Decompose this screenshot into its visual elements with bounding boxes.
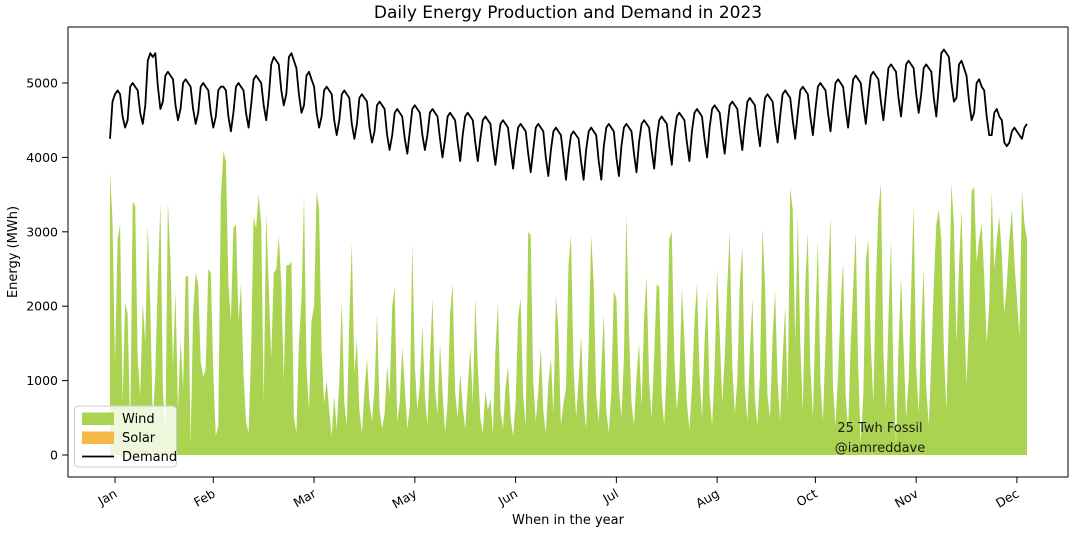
annotation-line1: 25 Twh Fossil: [837, 421, 922, 436]
x-tick-label: Mar: [291, 485, 320, 510]
annotation: 25 Twh Fossil @iamreddave: [835, 421, 925, 456]
series-line-demand: [109, 48, 1028, 181]
legend-solar-swatch: [82, 431, 114, 444]
annotation-line2: @iamreddave: [835, 441, 925, 456]
x-tick-label: Feb: [191, 486, 218, 510]
x-tick-label: Aug: [693, 486, 722, 511]
legend-wind-swatch: [82, 412, 114, 425]
chart-title: Daily Energy Production and Demand in 20…: [374, 3, 762, 23]
y-tick-label: 5000: [26, 76, 58, 91]
legend-wind-label: Wind: [122, 412, 155, 427]
y-tick-label: 2000: [26, 299, 58, 314]
y-tick-label: 1000: [26, 373, 58, 388]
x-tick-label: Oct: [794, 486, 820, 510]
y-axis-label: Energy (MWh): [6, 206, 21, 298]
legend-demand-label: Demand: [122, 450, 177, 465]
series-area-wind: [110, 151, 1027, 455]
legend-solar-label: Solar: [122, 431, 156, 446]
legend: Wind Solar Demand: [74, 405, 177, 468]
series-layer: [109, 48, 1028, 455]
x-tick-label: May: [389, 485, 419, 511]
x-axis-label: When in the year: [512, 513, 625, 528]
x-tick-label: Nov: [892, 485, 921, 510]
y-tick-label: 0: [50, 448, 58, 463]
plot-border: [67, 26, 1069, 478]
x-tick-label: Jul: [599, 486, 620, 507]
y-tick-label: 3000: [26, 224, 58, 239]
y-tick-label: 4000: [26, 150, 58, 165]
x-tick-label: Jun: [495, 486, 520, 509]
x-tick-label: Jan: [94, 486, 119, 509]
x-tick-label: Dec: [993, 486, 1022, 511]
